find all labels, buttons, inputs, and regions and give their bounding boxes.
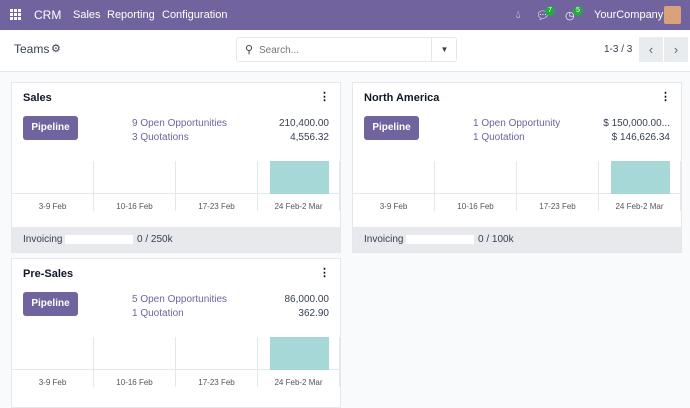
- team-name[interactable]: Sales: [23, 92, 52, 104]
- quotations-link[interactable]: 3 Quotations: [132, 132, 189, 143]
- debug-drop-icon[interactable]: 💧︎: [516, 9, 521, 21]
- graph-bar[interactable]: [611, 161, 670, 194]
- team-card: North America ⋮ Pipeline 1 Open Opportun…: [352, 82, 682, 253]
- search-icon: ⚲: [245, 44, 254, 56]
- menu-sales[interactable]: Sales: [73, 9, 101, 21]
- pipeline-graph: 3-9 Feb 10-16 Feb 17-23 Feb 24 Feb-2 Mar: [12, 337, 342, 387]
- quotations-link[interactable]: 1 Quotation: [473, 132, 525, 143]
- pipeline-button[interactable]: Pipeline: [364, 116, 419, 140]
- graph-column: 3-9 Feb: [12, 337, 94, 387]
- graph-week-label: 17-23 Feb: [539, 202, 576, 211]
- pipeline-graph: 3-9 Feb 10-16 Feb 17-23 Feb 24 Feb-2 Mar: [353, 161, 683, 211]
- pipeline-button[interactable]: Pipeline: [23, 292, 78, 316]
- messages-badge: 7: [545, 6, 555, 16]
- kebab-menu-icon[interactable]: ⋮: [660, 91, 671, 103]
- graph-week-label: 17-23 Feb: [198, 378, 235, 387]
- breadcrumb: Teams: [14, 42, 50, 56]
- graph-week-label: 10-16 Feb: [116, 202, 153, 211]
- control-panel: Teams ⚙ ⚲ ▼ 1-3 / 3 ‹ ›: [0, 30, 690, 72]
- company-switcher[interactable]: YourCompany: [594, 9, 664, 21]
- graph-week-label: 3-9 Feb: [38, 202, 67, 211]
- graph-column: 17-23 Feb: [176, 161, 258, 211]
- search-bar: ⚲ ▼: [236, 37, 457, 62]
- opportunities-amount: $ 150,000.00...: [603, 118, 670, 129]
- activities-badge: 5: [573, 6, 583, 16]
- graph-week-label: 10-16 Feb: [116, 378, 153, 387]
- pipeline-button[interactable]: Pipeline: [23, 116, 78, 140]
- graph-column: 3-9 Feb: [353, 161, 435, 211]
- invoicing-progress-bar: [65, 235, 133, 244]
- team-card: Pre-Sales ⋮ Pipeline 5 Open Opportunitie…: [11, 258, 341, 408]
- graph-column: 17-23 Feb: [176, 337, 258, 387]
- graph-column: 10-16 Feb: [94, 337, 176, 387]
- app-name[interactable]: CRM: [34, 8, 62, 22]
- graph-week-label: 3-9 Feb: [38, 378, 67, 387]
- quotations-amount: 4,556.32: [290, 132, 329, 143]
- invoicing-label: Invoicing: [364, 234, 404, 245]
- quotations-amount: $ 146,626.34: [611, 132, 670, 143]
- invoicing-progress-bar: [406, 235, 474, 244]
- activities-clock-icon[interactable]: ◷: [565, 10, 575, 22]
- graph-week-label: 24 Feb-2 Mar: [274, 202, 323, 211]
- graph-column: 17-23 Feb: [517, 161, 599, 211]
- quotations-link[interactable]: 1 Quotation: [132, 308, 184, 319]
- graph-column: 24 Feb-2 Mar: [258, 161, 340, 211]
- search-input[interactable]: [259, 42, 424, 58]
- team-name[interactable]: North America: [364, 92, 440, 104]
- graph-column: 10-16 Feb: [435, 161, 517, 211]
- kebab-menu-icon[interactable]: ⋮: [319, 267, 330, 279]
- graph-week-label: 24 Feb-2 Mar: [615, 202, 664, 211]
- invoicing-label: Invoicing: [23, 234, 63, 245]
- quotations-amount: 362.90: [298, 308, 329, 319]
- menu-reporting[interactable]: Reporting: [107, 9, 155, 21]
- graph-bar[interactable]: [270, 337, 329, 370]
- invoicing-value: 0 / 250k: [137, 234, 173, 245]
- graph-column: 3-9 Feb: [12, 161, 94, 211]
- open-opportunities-link[interactable]: 9 Open Opportunities: [132, 118, 228, 129]
- graph-week-label: 3-9 Feb: [379, 202, 408, 211]
- user-avatar[interactable]: [664, 6, 681, 24]
- pager-previous-button[interactable]: ‹: [639, 37, 663, 62]
- graph-column: 24 Feb-2 Mar: [258, 337, 340, 387]
- pager-next-button[interactable]: ›: [664, 37, 688, 62]
- open-opportunities-link[interactable]: 1 Open Opportunity: [473, 118, 561, 129]
- pipeline-graph: 3-9 Feb 10-16 Feb 17-23 Feb 24 Feb-2 Mar: [12, 161, 342, 211]
- gear-icon[interactable]: ⚙: [51, 43, 61, 55]
- invoicing-footer: Invoicing 0 / 100k: [353, 227, 681, 252]
- graph-column: 24 Feb-2 Mar: [599, 161, 681, 211]
- graph-week-label: 24 Feb-2 Mar: [274, 378, 323, 387]
- menu-configuration[interactable]: Configuration: [162, 9, 228, 21]
- team-card: Sales ⋮ Pipeline 9 Open Opportunities 21…: [11, 82, 341, 253]
- team-name[interactable]: Pre-Sales: [23, 268, 74, 280]
- open-opportunities-link[interactable]: 5 Open Opportunities: [132, 294, 228, 305]
- opportunities-amount: 86,000.00: [284, 294, 330, 305]
- graph-bar[interactable]: [270, 161, 329, 194]
- apps-menu-icon[interactable]: [10, 9, 21, 20]
- invoicing-value: 0 / 100k: [478, 234, 514, 245]
- graph-column: 10-16 Feb: [94, 161, 176, 211]
- graph-week-label: 17-23 Feb: [198, 202, 235, 211]
- kebab-menu-icon[interactable]: ⋮: [319, 91, 330, 103]
- opportunities-amount: 210,400.00: [278, 118, 329, 129]
- invoicing-footer: Invoicing 0 / 250k: [12, 227, 340, 252]
- graph-week-label: 10-16 Feb: [457, 202, 494, 211]
- search-dropdown-toggle[interactable]: ▼: [431, 38, 457, 61]
- top-navbar: CRM Sales Reporting Configuration 💧︎ 💬︎ …: [0, 0, 690, 30]
- pager-value[interactable]: 1-3 / 3: [604, 44, 633, 55]
